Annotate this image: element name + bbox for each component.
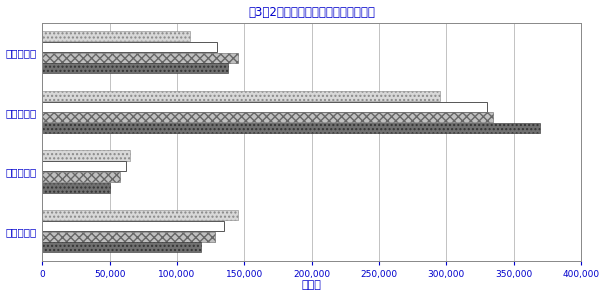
- Bar: [42, 42, 217, 52]
- Bar: [42, 172, 120, 182]
- Bar: [42, 53, 238, 63]
- Bar: [42, 242, 201, 252]
- Bar: [42, 161, 126, 171]
- Bar: [42, 31, 191, 41]
- Bar: [42, 231, 215, 242]
- Bar: [42, 150, 130, 160]
- Bar: [42, 63, 228, 73]
- Bar: [42, 102, 486, 112]
- X-axis label: （円）: （円）: [302, 280, 322, 290]
- Bar: [42, 91, 439, 101]
- Bar: [42, 123, 540, 133]
- Bar: [42, 112, 493, 122]
- Bar: [42, 183, 110, 193]
- Title: 図3－2　人口規模別にみた学校教育費: 図3－2 人口規模別にみた学校教育費: [248, 6, 375, 19]
- Bar: [42, 210, 238, 220]
- Bar: [42, 221, 224, 231]
